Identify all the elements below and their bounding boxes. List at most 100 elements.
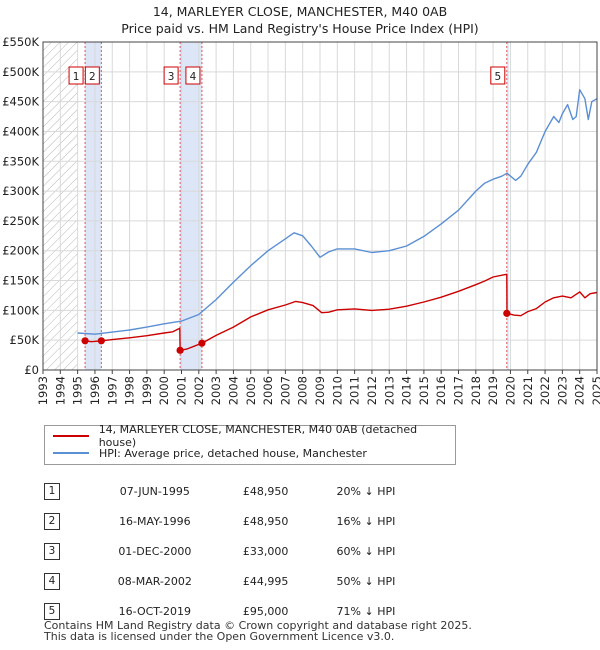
transaction-number: 1 xyxy=(44,482,60,500)
marker-number-2: 2 xyxy=(89,71,96,83)
x-tick-label: 2024 xyxy=(573,376,587,405)
x-tick-label: 2005 xyxy=(244,376,258,405)
series-line-hpi xyxy=(77,89,598,335)
x-tick-label: 1994 xyxy=(53,376,67,405)
transaction-price: £48,950 xyxy=(242,514,289,528)
sale-span-shade xyxy=(85,42,102,370)
table-row: 1 07-JUN-1995 £48,950 20% ↓ HPI xyxy=(44,476,424,506)
sale-span-shade xyxy=(506,42,509,370)
legend: 14, MARLEYER CLOSE, MANCHESTER, M40 0AB … xyxy=(44,423,456,465)
table-row: 3 01-DEC-2000 £33,000 60% ↓ HPI xyxy=(44,536,424,566)
footer-copyright: Contains HM Land Registry data © Crown c… xyxy=(44,619,472,632)
marker-number-3: 3 xyxy=(168,71,175,83)
legend-swatch-property xyxy=(53,435,89,437)
y-tick-label: £500K xyxy=(2,65,39,79)
marker-box-3 xyxy=(163,66,179,85)
transaction-number: 3 xyxy=(44,542,60,560)
chart-title: 14, MARLEYER CLOSE, MANCHESTER, M40 0AB xyxy=(152,4,448,19)
marker-box-5 xyxy=(490,66,506,85)
x-tick-label: 2003 xyxy=(209,376,223,405)
y-tick-label: £250K xyxy=(2,214,39,228)
x-tick-label: 2012 xyxy=(365,376,379,405)
transaction-price: £48,950 xyxy=(242,484,289,498)
marker-number-1: 1 xyxy=(73,71,80,83)
legend-item-property: 14, MARLEYER CLOSE, MANCHESTER, M40 0AB … xyxy=(53,423,455,449)
legend-label-hpi: HPI: Average price, detached house, Manc… xyxy=(99,446,367,460)
y-tick-label: £0 xyxy=(24,363,39,377)
x-tick-label: 1998 xyxy=(123,376,137,405)
transaction-hpi: 50% ↓ HPI xyxy=(336,574,396,588)
marker-label-5: 5 xyxy=(490,66,506,85)
sale-span-shade xyxy=(180,42,202,370)
x-tick-label: 2010 xyxy=(330,376,344,405)
sale-point-5 xyxy=(503,309,511,317)
x-tick-label: 2004 xyxy=(226,376,240,405)
transaction-hpi: 60% ↓ HPI xyxy=(336,544,396,558)
y-tick-label: £300K xyxy=(2,184,39,198)
table-row: 5 16-OCT-2019 £95,000 71% ↓ HPI xyxy=(44,596,424,626)
y-tick-label: £150K xyxy=(2,274,39,288)
x-tick-label: 2016 xyxy=(434,376,448,405)
marker-label-2: 2 xyxy=(84,66,100,85)
transaction-number: 4 xyxy=(44,572,60,590)
x-tick-label: 2009 xyxy=(313,376,327,405)
transaction-number: 2 xyxy=(44,512,60,530)
x-tick-label: 2011 xyxy=(348,376,362,405)
sale-point-2 xyxy=(97,337,105,345)
x-tick-label: 2002 xyxy=(192,376,206,405)
transaction-price: £95,000 xyxy=(242,604,289,618)
marker-number-5: 5 xyxy=(494,71,501,83)
legend-item-hpi: HPI: Average price, detached house, Manc… xyxy=(53,445,367,461)
sale-point-1 xyxy=(81,337,89,345)
y-tick-label: £100K xyxy=(2,303,39,317)
legend-label-property: 14, MARLEYER CLOSE, MANCHESTER, M40 0AB … xyxy=(98,423,418,449)
y-tick-label: £450K xyxy=(2,95,39,109)
transaction-date: 07-JUN-1995 xyxy=(119,484,190,498)
x-tick-label: 2013 xyxy=(382,376,396,405)
x-tick-label: 2006 xyxy=(261,376,275,405)
x-tick-label: 2015 xyxy=(417,376,431,405)
x-tick-label: 1999 xyxy=(140,376,154,405)
x-tick-label: 2021 xyxy=(521,376,535,405)
table-row: 4 08-MAR-2002 £44,995 50% ↓ HPI xyxy=(44,566,424,596)
transaction-hpi: 16% ↓ HPI xyxy=(336,514,396,528)
y-tick-label: £350K xyxy=(2,154,39,168)
marker-label-4: 4 xyxy=(185,66,201,85)
y-tick-label: £50K xyxy=(10,333,40,347)
legend-swatch-hpi xyxy=(53,452,89,454)
transaction-price: £44,995 xyxy=(242,574,289,588)
transactions-table: 1 07-JUN-1995 £48,950 20% ↓ HPI 2 16-MAY… xyxy=(44,476,424,626)
marker-label-3: 3 xyxy=(163,66,179,85)
transaction-date: 08-MAR-2002 xyxy=(117,574,192,588)
sale-point-3 xyxy=(176,346,184,354)
transaction-number: 5 xyxy=(44,602,60,620)
footer-license: This data is licensed under the Open Gov… xyxy=(44,630,395,643)
x-tick-label: 2008 xyxy=(296,376,310,405)
x-tick-label: 2007 xyxy=(278,376,292,405)
marker-box-1 xyxy=(68,66,84,85)
transaction-hpi: 71% ↓ HPI xyxy=(336,604,396,618)
marker-box-4 xyxy=(185,66,201,85)
marker-label-1: 1 xyxy=(68,66,84,85)
series-line-property xyxy=(85,273,598,351)
x-tick-label: 2022 xyxy=(538,376,552,405)
x-tick-label: 2001 xyxy=(175,376,189,405)
y-tick-label: £400K xyxy=(2,124,39,138)
x-tick-label: 2014 xyxy=(400,376,414,405)
x-tick-label: 1995 xyxy=(71,376,85,405)
sale-point-4 xyxy=(198,339,206,347)
x-tick-label: 2023 xyxy=(555,376,569,405)
x-tick-label: 2019 xyxy=(486,376,500,405)
y-tick-label: £550K xyxy=(2,35,39,49)
x-tick-label: 1997 xyxy=(105,376,119,405)
footer: Contains HM Land Registry data © Crown c… xyxy=(44,620,472,642)
transaction-date: 16-OCT-2019 xyxy=(118,604,191,618)
x-tick-label: 1996 xyxy=(88,376,102,405)
x-tick-label: 2017 xyxy=(452,376,466,405)
x-tick-label: 2000 xyxy=(157,376,171,405)
transaction-hpi: 20% ↓ HPI xyxy=(336,484,396,498)
table-row: 2 16-MAY-1996 £48,950 16% ↓ HPI xyxy=(44,506,424,536)
x-tick-label: 2020 xyxy=(503,376,517,405)
chart-subtitle: Price paid vs. HM Land Registry's House … xyxy=(121,21,479,36)
